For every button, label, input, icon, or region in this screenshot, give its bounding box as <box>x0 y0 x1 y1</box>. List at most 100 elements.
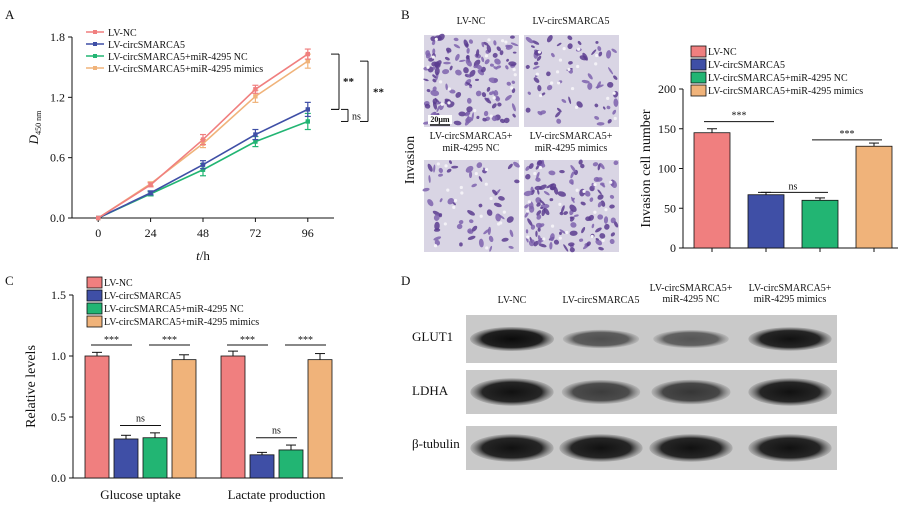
b-stained-cell <box>537 227 541 232</box>
b-stained-cell <box>438 173 443 177</box>
b-stained-cell <box>611 48 617 53</box>
b-stained-cell <box>501 237 509 242</box>
b-stained-cell <box>478 176 483 182</box>
b-stained-cell <box>584 190 591 197</box>
d-blot-band <box>470 378 554 406</box>
b-stained-cell <box>432 66 436 70</box>
b-stained-cell <box>512 113 516 118</box>
b-legend-label: LV-circSMARCA5+miR-4295 NC <box>708 73 848 84</box>
b-membrane-pore <box>533 171 537 176</box>
a-legend-label: LV-circSMARCA5+miR-4295 mimics <box>108 64 263 75</box>
b-stained-cell <box>612 109 617 115</box>
b-stained-cell <box>512 51 517 54</box>
b-stained-cell <box>570 164 576 173</box>
b-stained-cell <box>539 184 547 191</box>
b-membrane-pore <box>474 171 478 176</box>
a-data-point <box>96 215 101 221</box>
b-stained-cell <box>443 61 451 65</box>
b-membrane-pore <box>447 101 451 105</box>
b-stained-cell <box>503 117 510 124</box>
b-membrane-pore <box>433 244 438 248</box>
b-stained-cell <box>442 69 450 75</box>
b-stained-cell <box>438 213 443 218</box>
a-data-point <box>305 58 310 64</box>
a-legend-marker <box>93 42 97 46</box>
b-micrograph-image <box>524 35 619 127</box>
b-stained-cell <box>595 239 603 246</box>
a-data-point <box>200 137 206 142</box>
b-stained-cell <box>449 65 453 71</box>
b-stained-cell <box>445 83 448 91</box>
d-blot-band <box>562 329 640 349</box>
b-stained-cell <box>511 80 516 84</box>
c-legend-swatch <box>86 302 103 315</box>
b-stained-cell <box>594 115 600 120</box>
b-stained-cell <box>600 182 605 186</box>
b-stained-cell <box>597 163 601 171</box>
b-membrane-pore <box>443 222 447 226</box>
c-legend-label: LV-circSMARCA5 <box>104 291 181 302</box>
b-membrane-pore <box>567 67 571 72</box>
b-stained-cell <box>535 197 542 204</box>
d-column-label: miR-4295 mimics <box>754 294 827 305</box>
b-stained-cell <box>498 196 505 201</box>
a-x-tick-label: 24 <box>145 226 157 240</box>
b-image-label: miR-4295 mimics <box>535 143 608 154</box>
b-stained-cell <box>471 112 474 121</box>
b-stained-cell <box>525 165 530 171</box>
b-stained-cell <box>528 163 534 169</box>
b-stained-cell <box>422 187 430 192</box>
b-stained-cell <box>476 162 483 169</box>
b-stained-cell <box>599 233 606 239</box>
b-stained-cell <box>569 230 578 236</box>
c-y-tick-label: 0.0 <box>51 471 66 485</box>
b-stained-cell <box>536 55 542 61</box>
b-stained-cell <box>465 165 474 173</box>
c-sig-label: *** <box>104 335 119 346</box>
b-y-tick-label: 150 <box>658 122 676 136</box>
d-blot-band <box>470 327 554 351</box>
a-x-tick-label: 72 <box>249 226 261 240</box>
b-stained-cell <box>458 59 466 62</box>
b-stained-cell <box>555 111 561 118</box>
b-membrane-pore <box>577 47 581 51</box>
b-stained-cell <box>475 90 482 97</box>
b-stained-cell <box>608 67 614 75</box>
b-membrane-pore <box>609 180 613 184</box>
b-stained-cell <box>493 66 498 70</box>
d-row-label: LDHA <box>412 383 449 398</box>
b-membrane-pore <box>440 102 444 106</box>
b-y-tick-label: 100 <box>658 162 676 176</box>
b-stained-cell <box>539 199 546 205</box>
b-membrane-pore <box>535 72 539 76</box>
c-bar <box>113 438 139 479</box>
d-blot-band <box>653 330 729 348</box>
b-stained-cell <box>569 216 573 220</box>
b-stained-cell <box>495 213 501 222</box>
a-y-tick-label: 0.0 <box>50 211 65 225</box>
b-stained-cell <box>594 103 599 108</box>
b-stained-cell <box>465 58 472 67</box>
b-stained-cell <box>471 225 478 232</box>
b-bar <box>693 132 731 249</box>
b-membrane-pore <box>582 189 586 193</box>
b-legend-label: LV-circSMARCA5 <box>708 60 785 71</box>
b-stained-cell <box>465 55 470 60</box>
c-x-tick-label: Lactate production <box>228 487 326 502</box>
b-membrane-pore <box>612 91 616 95</box>
b-membrane-pore <box>453 198 458 203</box>
b-stained-cell <box>506 58 509 62</box>
b-membrane-pore <box>558 236 562 240</box>
b-stained-cell <box>598 246 604 251</box>
b-stained-cell <box>453 44 461 49</box>
b-membrane-pore <box>447 87 452 91</box>
b-stained-cell <box>585 216 591 222</box>
b-stained-cell <box>602 106 606 110</box>
b-stained-cell <box>432 48 436 55</box>
b-stained-cell <box>432 101 438 110</box>
b-membrane-pore <box>446 188 450 192</box>
c-bar <box>171 359 197 479</box>
b-stained-cell <box>568 61 573 65</box>
b-stained-cell <box>569 247 575 253</box>
b-stained-cell <box>527 91 531 95</box>
